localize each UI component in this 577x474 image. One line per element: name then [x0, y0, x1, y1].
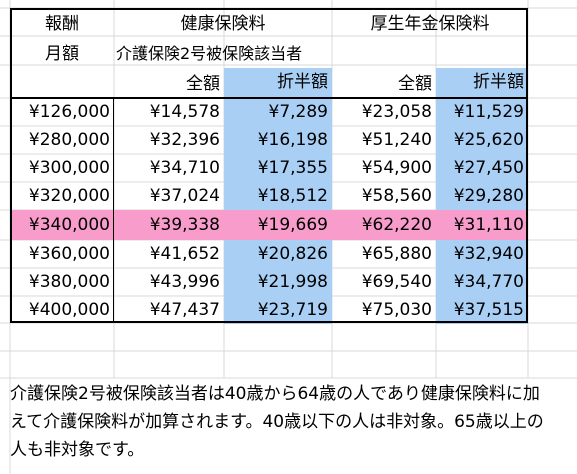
cell-salary[interactable]: ¥380,000 — [28, 272, 110, 292]
cell-h-half[interactable]: ¥7,289 — [224, 98, 332, 126]
cell-p-half[interactable]: ¥25,620 — [436, 126, 528, 154]
cell-h-full[interactable]: ¥39,338 — [114, 210, 224, 240]
cell-h-half[interactable]: ¥16,198 — [224, 126, 332, 154]
cell-h-full[interactable]: ¥37,024 — [149, 186, 220, 206]
cell-salary[interactable]: ¥126,000 — [28, 102, 110, 122]
cell-salary[interactable]: ¥340,000 — [10, 210, 114, 240]
cell-h-full[interactable]: ¥41,652 — [149, 244, 220, 264]
cell-p-full[interactable]: ¥69,540 — [361, 272, 432, 292]
cell-p-full[interactable]: ¥51,240 — [361, 130, 432, 150]
cell-p-half[interactable]: ¥31,110 — [436, 210, 528, 240]
header-divider — [10, 97, 528, 99]
cell-salary[interactable]: ¥360,000 — [28, 244, 110, 264]
cell-h-full[interactable]: ¥32,396 — [149, 130, 220, 150]
cell-p-full[interactable]: ¥54,900 — [361, 158, 432, 178]
salary-column-divider — [113, 98, 114, 322]
cell-p-half[interactable]: ¥34,770 — [436, 268, 528, 296]
header-pension-insurance[interactable]: 厚生年金保険料 — [370, 14, 490, 34]
cell-h-half[interactable]: ¥23,719 — [224, 296, 332, 324]
cell-salary[interactable]: ¥400,000 — [28, 300, 110, 320]
cell-h-full[interactable]: ¥43,996 — [149, 272, 220, 292]
header-health-full[interactable]: 全額 — [186, 74, 220, 94]
cell-p-half[interactable]: ¥27,450 — [436, 154, 528, 182]
cell-p-full[interactable]: ¥58,560 — [361, 186, 432, 206]
header-health-half[interactable]: 折半額 — [224, 68, 332, 98]
cell-p-full[interactable]: ¥62,220 — [332, 210, 436, 240]
note-text: 介護保険2号被保険該当者は40歳から64歳の人であり健康保険料に加 えて介護保険… — [10, 380, 576, 464]
cell-h-full[interactable]: ¥14,578 — [149, 102, 220, 122]
note-line-3: 人も非対象です。 — [10, 440, 145, 460]
cell-h-full[interactable]: ¥47,437 — [149, 300, 220, 320]
cell-h-half[interactable]: ¥18,512 — [224, 182, 332, 210]
cell-p-full[interactable]: ¥75,030 — [361, 300, 432, 320]
header-pension-full[interactable]: 全額 — [398, 74, 432, 94]
cell-p-half[interactable]: ¥11,529 — [436, 98, 528, 126]
cell-h-full[interactable]: ¥34,710 — [149, 158, 220, 178]
cell-p-full[interactable]: ¥23,058 — [361, 102, 432, 122]
cell-salary[interactable]: ¥280,000 — [28, 130, 110, 150]
header-care-note[interactable]: 介護保険2号被保険該当者 — [116, 44, 303, 63]
cell-salary[interactable]: ¥320,000 — [28, 186, 110, 206]
cell-h-half[interactable]: ¥21,998 — [224, 268, 332, 296]
cell-p-half[interactable]: ¥29,280 — [436, 182, 528, 210]
cell-p-full[interactable]: ¥65,880 — [361, 244, 432, 264]
header-health-insurance[interactable]: 健康保険料 — [180, 14, 266, 34]
cell-h-half[interactable]: ¥19,669 — [224, 210, 332, 240]
cell-salary[interactable]: ¥300,000 — [28, 158, 110, 178]
header-salary-top[interactable]: 報酬 — [45, 14, 79, 34]
cell-p-half[interactable]: ¥37,515 — [436, 296, 528, 324]
note-line-2: えて介護保険料が加算されます。40歳以下の人は非対象。65歳以上の — [10, 412, 544, 432]
note-line-1: 介護保険2号被保険該当者は40歳から64歳の人であり健康保険料に加 — [10, 384, 540, 404]
header-pension-half[interactable]: 折半額 — [436, 68, 528, 98]
cell-h-half[interactable]: ¥17,355 — [224, 154, 332, 182]
cell-p-half[interactable]: ¥32,940 — [436, 240, 528, 268]
header-salary-bottom[interactable]: 月額 — [45, 44, 79, 64]
cell-h-half[interactable]: ¥20,826 — [224, 240, 332, 268]
